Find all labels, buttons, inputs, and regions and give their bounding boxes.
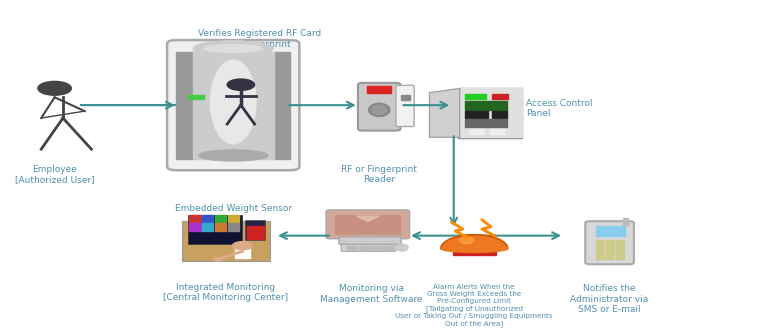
Bar [367,86,391,93]
Bar [623,218,628,225]
Bar [465,101,507,110]
Text: Monitoring via
Management Software: Monitoring via Management Software [320,284,423,304]
Text: Embedded Weight Sensor: Embedded Weight Sensor [175,204,291,213]
Bar [193,52,274,159]
Bar [460,89,522,137]
Text: Notifies the
Administrator via
SMS or E-mail: Notifies the Administrator via SMS or E-… [571,284,649,314]
Bar [616,255,624,259]
Text: Verifies Registered RF Card
or Fingerprint: Verifies Registered RF Card or Fingerpri… [198,29,321,49]
Bar [596,245,604,249]
Ellipse shape [396,244,408,251]
Bar [465,112,488,118]
Bar [235,248,250,258]
FancyBboxPatch shape [167,40,299,170]
Ellipse shape [441,244,507,253]
Bar [228,214,240,222]
Text: Employee
[Authorized User]: Employee [Authorized User] [14,165,95,184]
Bar [247,226,264,239]
Bar [359,246,369,247]
Bar [176,52,193,159]
Bar [188,214,243,243]
Bar [346,246,356,247]
Bar [346,248,356,250]
Circle shape [38,81,71,95]
Bar [491,112,507,118]
Bar [383,246,393,247]
Bar [616,250,624,254]
Bar [490,129,505,134]
Bar [359,248,369,250]
Circle shape [227,79,255,91]
Wedge shape [441,235,507,248]
Ellipse shape [211,60,256,144]
FancyBboxPatch shape [341,244,396,252]
Bar [188,95,204,99]
Bar [189,223,201,231]
Bar [606,245,614,249]
Text: RF or Fingerprint
Reader: RF or Fingerprint Reader [341,165,417,184]
Bar [596,240,604,244]
Ellipse shape [204,45,262,52]
Ellipse shape [198,150,268,161]
Bar [453,248,495,255]
Bar [189,214,201,222]
Bar [596,226,625,236]
Bar [616,240,624,244]
Bar [246,220,266,240]
Ellipse shape [193,41,273,56]
Bar [401,95,410,101]
Text: Access Control
Panel: Access Control Panel [526,99,592,118]
Bar [274,52,290,159]
Bar [616,245,624,249]
Ellipse shape [460,237,474,244]
FancyBboxPatch shape [396,86,414,127]
FancyBboxPatch shape [339,237,401,244]
Ellipse shape [453,246,495,252]
Bar [458,88,522,138]
Bar [371,246,381,247]
FancyBboxPatch shape [326,210,410,239]
Bar [215,214,227,222]
Bar [491,94,508,100]
Bar [596,255,604,259]
Bar [465,94,486,100]
Bar [606,240,614,244]
Bar [182,221,270,261]
Circle shape [233,241,253,250]
Bar [465,119,507,127]
Ellipse shape [372,105,387,115]
Bar [596,250,604,254]
Bar [202,223,214,231]
Bar [228,223,240,231]
FancyBboxPatch shape [358,83,401,131]
Bar [606,250,614,254]
Bar [215,223,227,231]
Bar [371,248,381,250]
Bar [606,255,614,259]
Polygon shape [430,89,460,137]
Ellipse shape [369,103,390,117]
Text: Alarm Alerts When the
Gross Weight Exceeds the
Pre-Configured Limit
[Tailgating : Alarm Alerts When the Gross Weight Excee… [395,284,553,327]
Text: Integrated Monitoring
[Central Monitoring Center]: Integrated Monitoring [Central Monitorin… [163,283,288,302]
Bar [383,248,393,250]
Polygon shape [356,216,379,221]
FancyBboxPatch shape [585,221,634,264]
Bar [202,214,214,222]
Bar [335,214,401,235]
Bar [469,129,485,134]
Circle shape [214,257,223,261]
